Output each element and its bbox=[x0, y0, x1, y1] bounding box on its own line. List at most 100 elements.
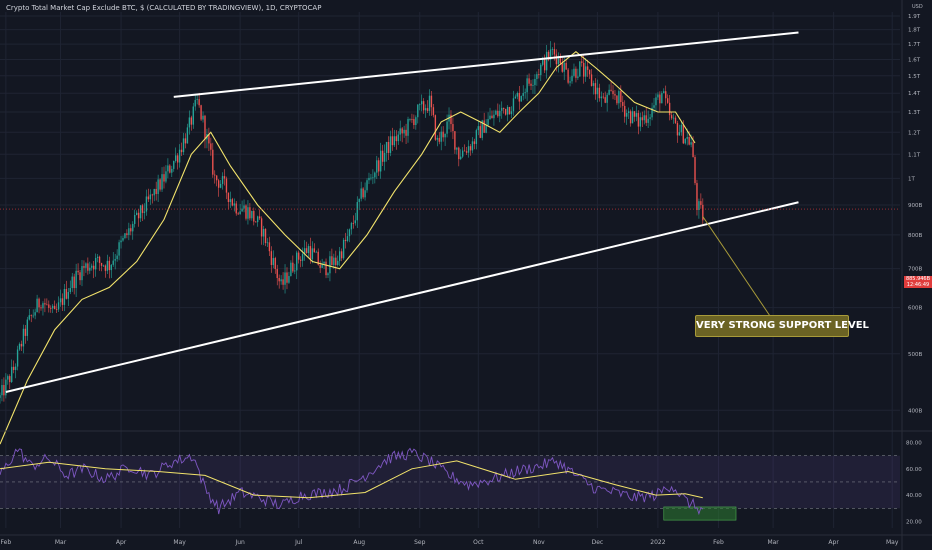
candle-body bbox=[245, 205, 247, 219]
time-axis-tick: May bbox=[173, 539, 186, 546]
candle-body bbox=[637, 113, 640, 127]
candle-body bbox=[381, 150, 384, 162]
candle-body bbox=[417, 104, 419, 118]
bar-close-countdown: 12:46:49 bbox=[906, 282, 930, 288]
candle-body bbox=[458, 147, 460, 160]
candle-body bbox=[122, 238, 124, 241]
candle-body bbox=[57, 302, 60, 310]
candle-body bbox=[202, 115, 204, 120]
candle-body bbox=[16, 349, 19, 367]
candle-body bbox=[339, 251, 341, 261]
candle-body bbox=[159, 179, 161, 190]
candle-body bbox=[104, 265, 107, 271]
candle-body bbox=[545, 51, 548, 71]
candle-body bbox=[309, 246, 312, 260]
candle-body bbox=[352, 223, 355, 224]
candle-body bbox=[481, 120, 483, 138]
candle-body bbox=[610, 89, 612, 91]
candle-body bbox=[380, 150, 382, 172]
candle-body bbox=[46, 304, 48, 306]
candle-body bbox=[71, 276, 73, 289]
channel-lower-trendline bbox=[5, 201, 799, 393]
candle-body bbox=[503, 107, 505, 109]
candle-body bbox=[538, 74, 540, 76]
candle-body bbox=[249, 207, 251, 219]
candle-body bbox=[643, 115, 645, 121]
price-axis-tick: 1.2T bbox=[908, 130, 921, 136]
candle-body bbox=[528, 78, 530, 84]
candle-body bbox=[260, 218, 263, 237]
candle-body bbox=[282, 279, 284, 285]
candle-body bbox=[518, 93, 520, 102]
candle-body bbox=[661, 93, 663, 104]
candle-body bbox=[397, 134, 399, 142]
candle-body bbox=[618, 91, 620, 104]
candle-body bbox=[200, 105, 202, 120]
candle-body bbox=[452, 124, 454, 132]
rsi-line bbox=[0, 447, 704, 516]
candle-body bbox=[208, 134, 210, 144]
candle-body bbox=[684, 138, 686, 144]
candle-body bbox=[424, 108, 427, 111]
candle-body bbox=[370, 177, 372, 179]
candle-body bbox=[350, 223, 353, 230]
candle-body bbox=[216, 175, 218, 181]
candle-body bbox=[631, 111, 634, 124]
candle-body bbox=[69, 288, 71, 292]
time-axis-tick: Aug bbox=[353, 539, 365, 546]
candle-body bbox=[89, 267, 91, 271]
candle-body bbox=[627, 111, 630, 114]
candle-body bbox=[55, 309, 58, 310]
price-axis-tick: 400B bbox=[908, 408, 922, 414]
candle-body bbox=[625, 113, 628, 117]
candle-body bbox=[635, 113, 638, 117]
candle-body bbox=[24, 328, 27, 336]
candle-body bbox=[547, 51, 550, 60]
candle-body bbox=[409, 118, 411, 120]
candle-body bbox=[501, 107, 503, 111]
candle-body bbox=[26, 319, 29, 336]
candle-body bbox=[93, 265, 95, 270]
candle-body bbox=[176, 155, 179, 163]
candle-body bbox=[0, 395, 1, 398]
candle-body bbox=[184, 138, 187, 144]
candle-body bbox=[389, 136, 392, 153]
candle-body bbox=[358, 198, 360, 203]
price-axis-tick: 1.3T bbox=[908, 110, 921, 116]
candle-body bbox=[499, 110, 501, 117]
candle-body bbox=[364, 190, 366, 198]
candles-group bbox=[0, 41, 704, 404]
candle-body bbox=[688, 137, 690, 145]
candle-body bbox=[188, 117, 191, 128]
candle-body bbox=[485, 125, 487, 133]
candle-body bbox=[251, 210, 253, 219]
candle-body bbox=[52, 305, 54, 309]
candle-body bbox=[3, 385, 5, 396]
support-level-annotation[interactable]: VERY STRONG SUPPORT LEVEL bbox=[695, 315, 869, 337]
candle-body bbox=[563, 62, 565, 72]
candle-body bbox=[214, 174, 216, 176]
candle-body bbox=[327, 273, 329, 276]
candle-body bbox=[124, 233, 126, 239]
candle-body bbox=[79, 272, 81, 281]
candle-body bbox=[237, 213, 239, 215]
time-axis-tick: Feb bbox=[1, 539, 12, 546]
candle-body bbox=[280, 279, 282, 282]
candle-body bbox=[243, 205, 245, 209]
candle-body bbox=[497, 110, 499, 117]
candle-body bbox=[98, 256, 101, 263]
current-price-value: 885.946B bbox=[905, 276, 931, 282]
candle-body bbox=[1, 385, 3, 396]
candle-body bbox=[40, 307, 42, 309]
candle-body bbox=[596, 87, 599, 95]
candle-body bbox=[270, 251, 273, 265]
candle-body bbox=[210, 143, 212, 150]
candle-body bbox=[668, 102, 671, 116]
candle-body bbox=[532, 85, 534, 86]
candle-body bbox=[337, 260, 339, 265]
candle-body bbox=[442, 131, 444, 138]
candle-body bbox=[475, 130, 478, 144]
candle-body bbox=[323, 261, 325, 264]
candle-body bbox=[692, 142, 694, 158]
candle-body bbox=[495, 110, 497, 115]
